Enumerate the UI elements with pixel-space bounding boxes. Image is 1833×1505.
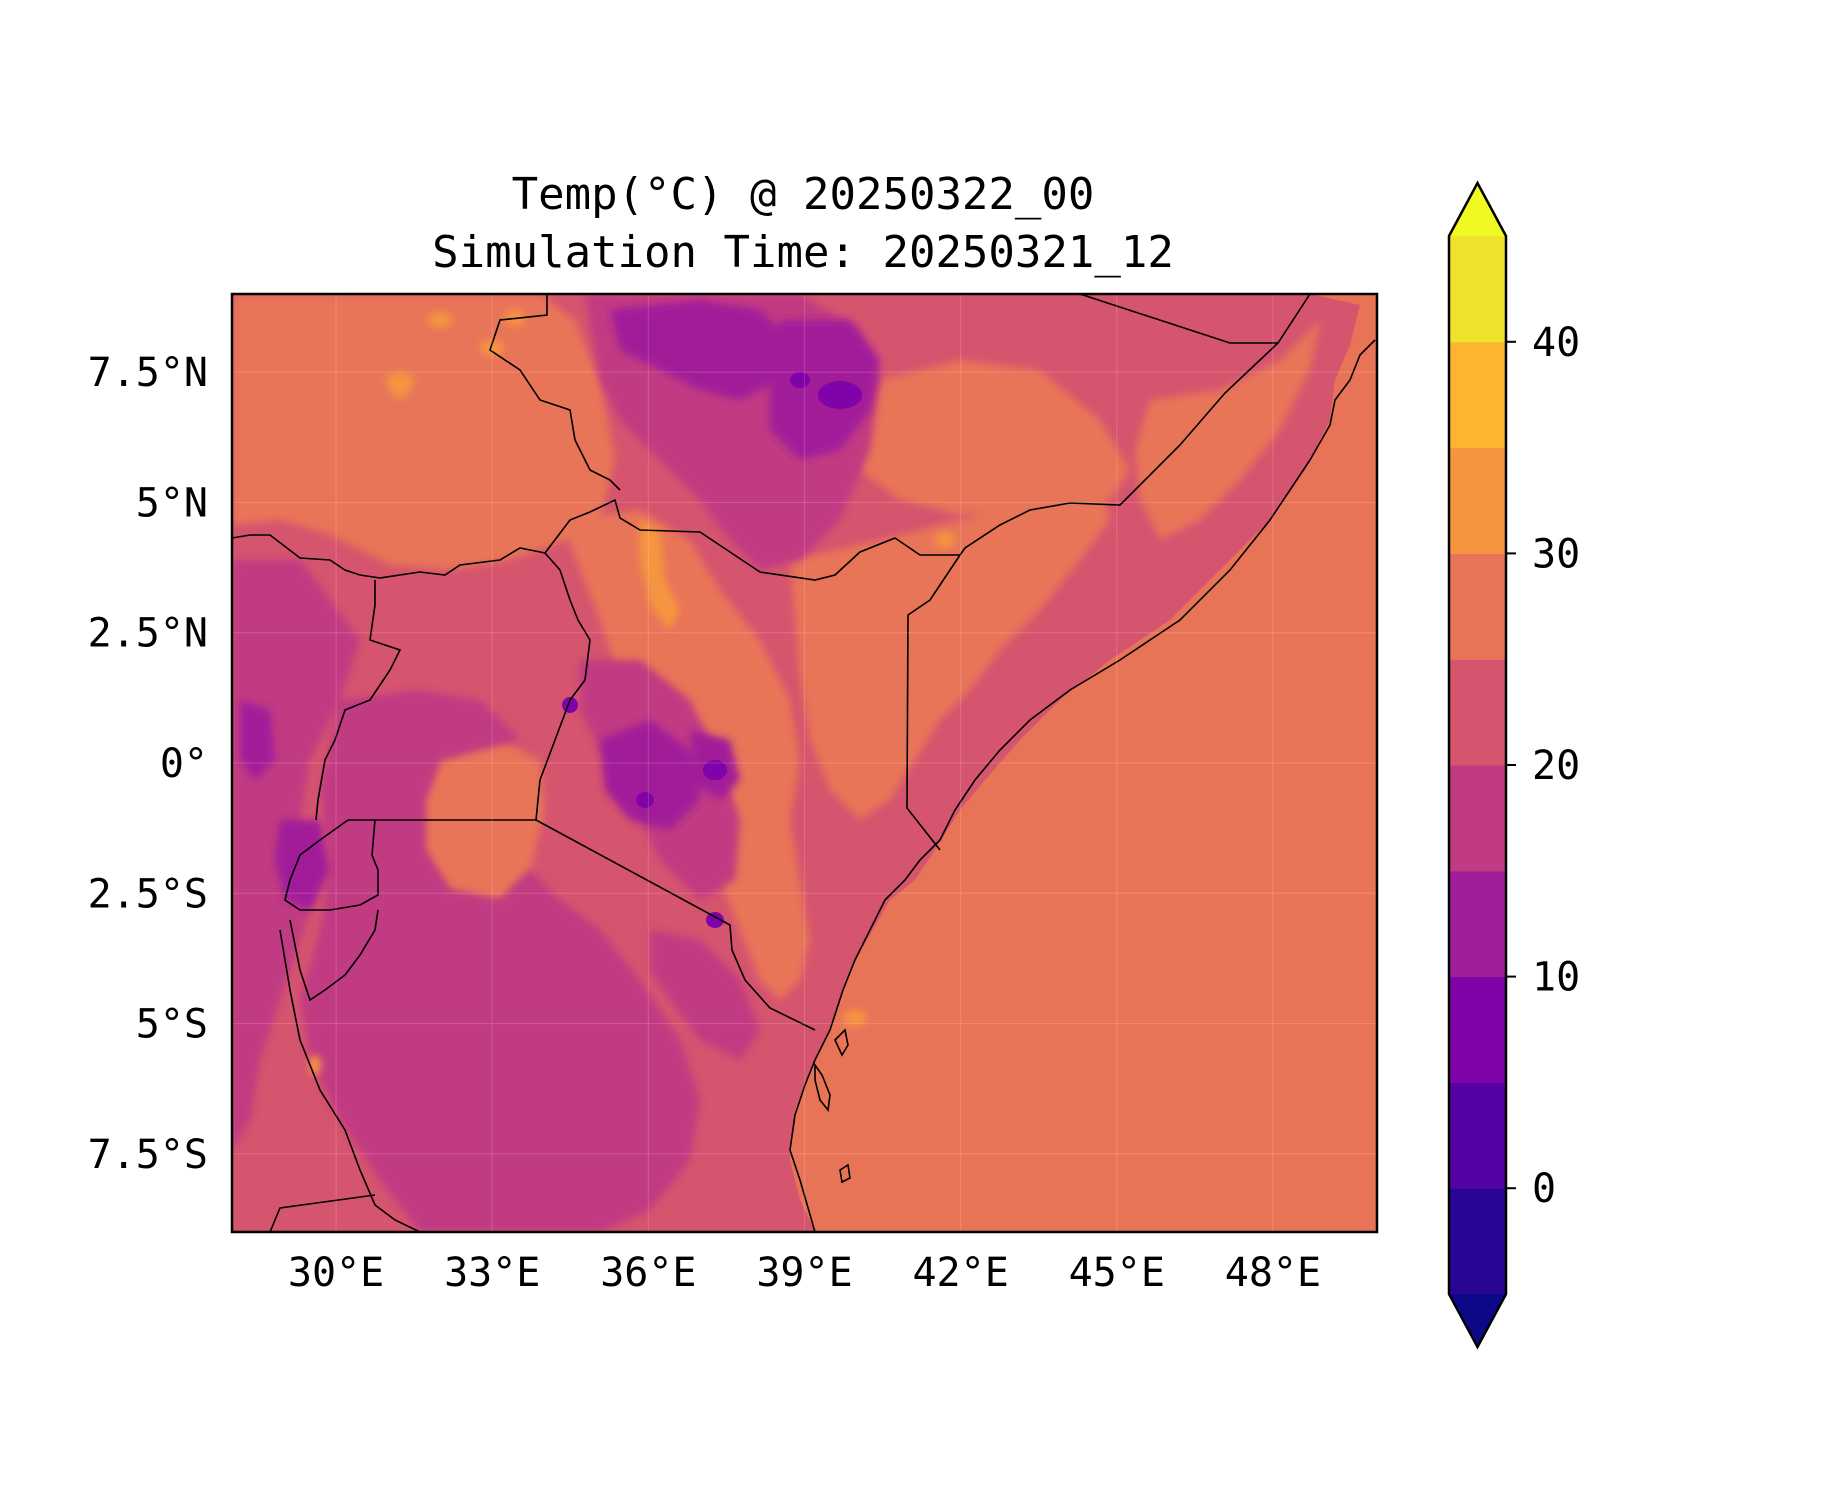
zanzibar-island <box>834 1028 849 1057</box>
colorbar-segment <box>1449 1188 1506 1295</box>
pemba-island <box>814 1062 831 1112</box>
cold-highland-cores <box>240 300 880 910</box>
kenya-ethiopia-border <box>544 498 960 581</box>
hot-spots <box>309 310 955 1075</box>
colorbar-outline <box>1447 180 1508 1350</box>
colorbar-segment <box>1449 1082 1506 1189</box>
colorbar-segment <box>1449 341 1506 449</box>
tanzania-zambia-border <box>269 1194 376 1232</box>
colorbar-segment <box>1449 659 1506 766</box>
y-tick-label: 2.5°S <box>88 871 208 917</box>
burundi-tanzania-border <box>289 909 379 1002</box>
sudan-ethiopia-border <box>489 294 621 491</box>
y-axis: 7.5°N 5°N 2.5°N 0° 2.5°S 5°S 7.5°S <box>88 350 208 1178</box>
lake-tanganyika <box>279 929 421 1232</box>
coldest-peaks <box>562 372 862 928</box>
y-tick-label: 2.5°N <box>88 611 208 657</box>
y-tick-label: 7.5°N <box>88 350 208 396</box>
colorbar-tick-label: 40 <box>1532 320 1580 366</box>
colorbar-tick-label: 20 <box>1532 743 1580 789</box>
x-tick-label: 33°E <box>444 1250 540 1296</box>
colorbar-segment <box>1449 236 1506 343</box>
y-tick-label: 5°S <box>136 1002 208 1048</box>
colorbar-segment <box>1449 765 1506 872</box>
south-sudan-uganda-border <box>232 534 546 579</box>
colorbar-tick-label: 30 <box>1532 531 1580 577</box>
x-tick-label: 42°E <box>912 1250 1008 1296</box>
rwanda-burundi-border <box>284 819 379 911</box>
x-tick-label: 48°E <box>1225 1250 1321 1296</box>
x-axis: 30°E 33°E 36°E 39°E 42°E 45°E 48°E <box>288 1250 1321 1296</box>
x-tick-label: 30°E <box>288 1250 384 1296</box>
colorbar-tick-label: 0 <box>1532 1166 1556 1212</box>
colorbar-over-extension <box>1449 183 1506 236</box>
x-tick-label: 39°E <box>756 1250 852 1296</box>
colorbar-segment <box>1449 870 1506 978</box>
map-frame <box>230 292 1379 1234</box>
coastline <box>789 339 1376 1232</box>
title-line-2: Simulation Time: 20250321_12 <box>432 227 1174 278</box>
uganda-kenya-border <box>535 552 591 821</box>
y-tick-label: 7.5°S <box>88 1132 208 1178</box>
colorbar-segment <box>1449 447 1506 554</box>
map-panel <box>232 294 1377 1232</box>
title-line-1: Temp(°C) @ 20250322_00 <box>512 169 1095 220</box>
colorbar: 0 10 20 30 40 <box>1447 180 1580 1350</box>
kenya-tanzania-border <box>535 819 816 1031</box>
uganda-drc-border <box>315 580 402 821</box>
x-tick-label: 45°E <box>1069 1250 1165 1296</box>
colorbar-tick-label: 10 <box>1532 955 1580 1001</box>
colorbar-segment <box>1449 976 1506 1083</box>
borders-and-coastline <box>232 294 1376 1232</box>
y-tick-label: 0° <box>160 741 208 787</box>
y-tick-label: 5°N <box>136 480 208 526</box>
x-tick-label: 36°E <box>600 1250 696 1296</box>
kenya-somalia-border <box>906 554 961 851</box>
ethiopia-somalia-border <box>959 294 1311 556</box>
mafia-island <box>839 1163 851 1184</box>
gridlines <box>232 294 1377 1232</box>
colorbar-under-extension <box>1449 1294 1506 1347</box>
colorbar-segment <box>1449 553 1506 660</box>
somalia-north-border <box>1079 294 1278 344</box>
